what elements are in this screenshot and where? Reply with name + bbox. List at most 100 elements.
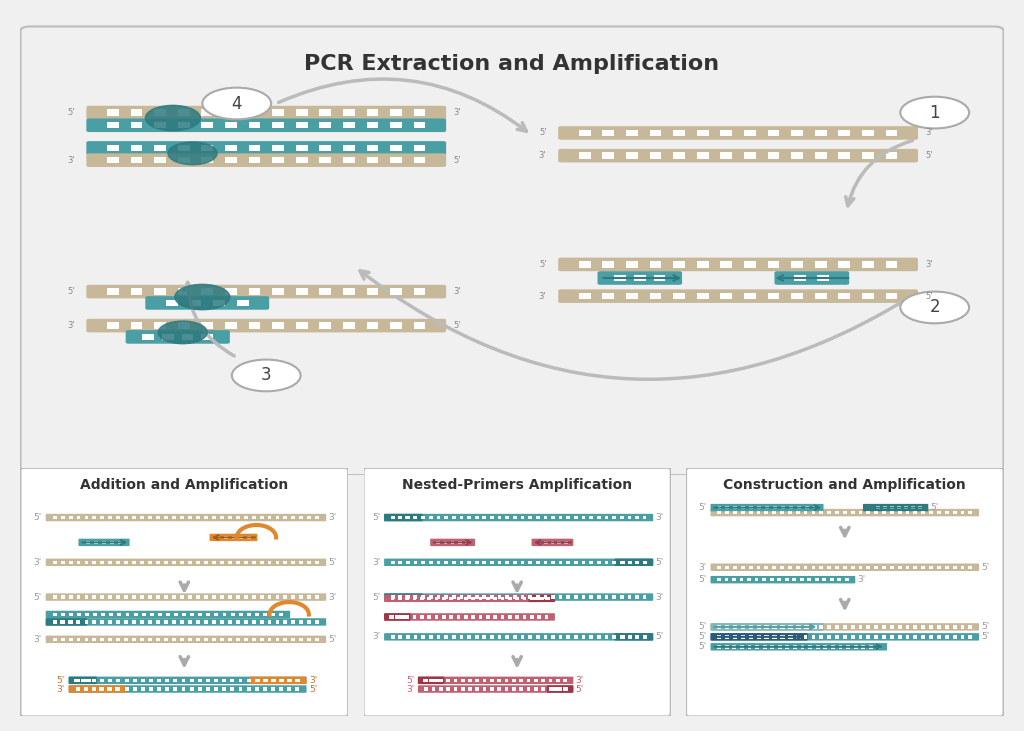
FancyBboxPatch shape: [418, 686, 573, 693]
FancyBboxPatch shape: [46, 611, 290, 618]
Bar: [952, 566, 956, 569]
Bar: [77, 637, 81, 641]
Bar: [478, 616, 482, 618]
Bar: [498, 595, 502, 599]
Bar: [467, 635, 471, 639]
Bar: [898, 566, 901, 569]
Bar: [628, 516, 631, 519]
Bar: [805, 625, 809, 629]
Bar: [439, 687, 442, 691]
Bar: [513, 516, 517, 519]
Bar: [76, 687, 80, 691]
Bar: [621, 561, 625, 564]
Bar: [124, 516, 128, 519]
Bar: [69, 637, 73, 641]
Bar: [252, 620, 256, 624]
Bar: [498, 516, 502, 519]
Bar: [92, 678, 96, 682]
Bar: [843, 566, 847, 569]
Bar: [164, 516, 168, 519]
FancyBboxPatch shape: [69, 677, 306, 684]
Bar: [260, 516, 263, 519]
Bar: [94, 541, 98, 544]
Bar: [131, 145, 142, 151]
Bar: [653, 275, 666, 281]
Bar: [172, 637, 176, 641]
Bar: [741, 635, 745, 639]
Bar: [626, 130, 638, 136]
Bar: [597, 516, 601, 519]
Bar: [60, 620, 65, 624]
Bar: [597, 561, 601, 564]
Bar: [188, 516, 191, 519]
Bar: [391, 516, 394, 519]
Bar: [220, 637, 223, 641]
Bar: [444, 516, 447, 519]
Bar: [100, 516, 104, 519]
Bar: [604, 595, 608, 599]
Bar: [237, 300, 249, 306]
Bar: [763, 645, 767, 648]
Bar: [781, 635, 784, 639]
Bar: [420, 616, 424, 618]
Bar: [536, 595, 540, 599]
Bar: [84, 678, 88, 682]
Bar: [81, 678, 85, 682]
Bar: [475, 595, 478, 599]
Bar: [468, 678, 472, 682]
Bar: [490, 687, 494, 691]
FancyBboxPatch shape: [86, 118, 446, 132]
Text: 5': 5': [655, 632, 664, 641]
Bar: [765, 566, 768, 569]
Bar: [299, 620, 303, 624]
Bar: [718, 566, 721, 569]
Bar: [296, 110, 307, 115]
Bar: [945, 566, 948, 569]
Bar: [431, 678, 435, 682]
Bar: [231, 536, 236, 539]
Bar: [460, 635, 463, 639]
Bar: [635, 516, 639, 519]
Bar: [116, 687, 120, 691]
Bar: [748, 578, 751, 581]
Bar: [793, 578, 796, 581]
Bar: [765, 625, 768, 629]
Bar: [272, 110, 284, 115]
Bar: [725, 566, 729, 569]
Bar: [225, 122, 237, 129]
Bar: [166, 300, 178, 306]
Bar: [206, 678, 210, 682]
Bar: [413, 516, 417, 519]
Bar: [414, 110, 426, 115]
Bar: [452, 516, 456, 519]
Bar: [134, 613, 137, 616]
Bar: [117, 561, 120, 564]
Bar: [898, 511, 901, 515]
Bar: [284, 595, 288, 599]
Bar: [649, 293, 662, 299]
Bar: [398, 616, 401, 618]
Bar: [471, 616, 475, 618]
FancyBboxPatch shape: [384, 594, 653, 601]
Bar: [446, 687, 450, 691]
Bar: [52, 620, 56, 624]
Bar: [150, 687, 153, 691]
Bar: [390, 322, 401, 329]
Bar: [929, 635, 933, 639]
Bar: [815, 578, 818, 581]
Bar: [506, 635, 509, 639]
Bar: [757, 635, 761, 639]
Bar: [190, 613, 195, 616]
Bar: [770, 645, 774, 648]
Bar: [762, 578, 766, 581]
Bar: [202, 289, 213, 295]
Bar: [612, 635, 616, 639]
Bar: [546, 596, 550, 600]
Bar: [267, 595, 271, 599]
Circle shape: [203, 88, 271, 119]
Bar: [271, 613, 275, 616]
Bar: [292, 516, 295, 519]
Bar: [781, 506, 784, 510]
Bar: [528, 516, 531, 519]
Bar: [457, 596, 461, 600]
